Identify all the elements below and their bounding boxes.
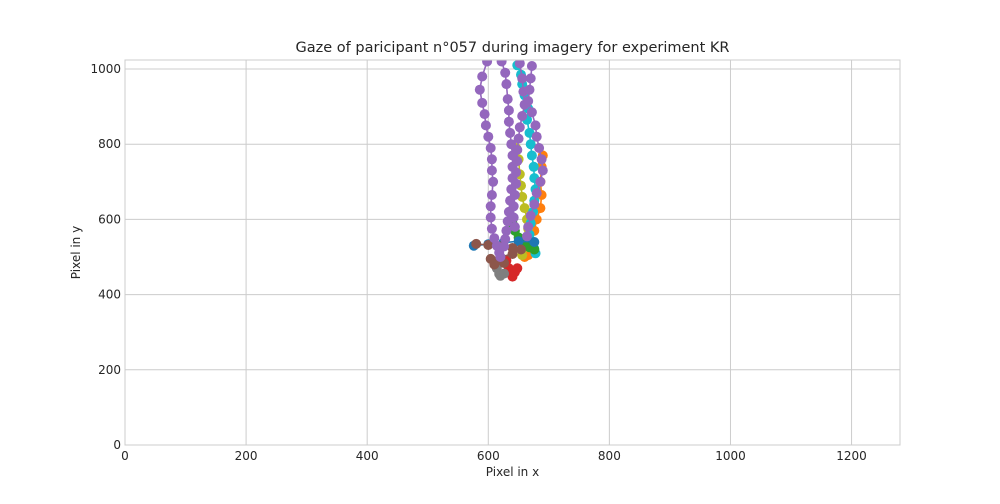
data-point xyxy=(496,60,507,67)
data-point xyxy=(501,79,512,90)
data-point xyxy=(509,221,520,232)
data-point xyxy=(528,161,539,172)
data-point xyxy=(526,150,537,161)
data-point xyxy=(488,176,499,187)
data-point xyxy=(513,133,524,144)
x-tick-label: 800 xyxy=(598,449,621,463)
data-point xyxy=(512,144,523,155)
y-tick-label: 200 xyxy=(98,363,121,377)
y-tick-label: 400 xyxy=(98,288,121,302)
data-point xyxy=(505,127,516,138)
data-point xyxy=(503,116,514,127)
data-point xyxy=(486,154,497,165)
y-tick-label: 800 xyxy=(98,137,121,151)
data-point xyxy=(509,190,520,200)
data-point xyxy=(531,131,542,142)
data-point xyxy=(513,236,524,247)
data-point xyxy=(483,131,494,142)
data-point xyxy=(508,201,519,212)
data-point xyxy=(525,73,536,84)
data-point xyxy=(482,60,493,67)
data-point xyxy=(503,105,514,116)
data-point xyxy=(486,190,497,200)
data-point xyxy=(480,120,491,131)
data-point xyxy=(526,61,537,71)
x-axis-label: Pixel in x xyxy=(486,465,539,479)
data-point xyxy=(530,120,541,131)
series-line xyxy=(526,65,544,237)
data-point xyxy=(507,249,518,259)
y-tick-label: 0 xyxy=(113,438,121,452)
data-point xyxy=(511,167,522,178)
y-tick-label: 1000 xyxy=(90,62,121,76)
data-point xyxy=(514,122,525,133)
data-point xyxy=(486,165,497,176)
series-12 xyxy=(522,61,548,242)
data-point xyxy=(519,203,530,214)
data-point xyxy=(501,225,512,236)
x-tick-label: 400 xyxy=(356,449,379,463)
data-point xyxy=(502,94,513,105)
series-11 xyxy=(508,60,530,232)
x-tick-label: 1200 xyxy=(836,449,867,463)
data-point xyxy=(529,244,540,255)
data-point xyxy=(531,188,542,199)
x-tick-label: 0 xyxy=(121,449,129,463)
data-point xyxy=(534,143,545,153)
data-point xyxy=(517,111,528,121)
data-point xyxy=(477,97,488,108)
data-point xyxy=(485,212,496,223)
y-tick-label: 600 xyxy=(98,212,121,226)
data-point xyxy=(516,244,526,255)
data-point xyxy=(512,263,523,274)
data-point xyxy=(514,60,525,69)
data-point xyxy=(479,109,490,120)
data-point xyxy=(485,201,496,212)
data-point xyxy=(471,238,482,249)
data-point xyxy=(537,165,548,176)
plot-frame xyxy=(124,59,901,446)
data-point xyxy=(474,84,485,95)
tick-labels: 0 200 400 600 800 1000 1200 0 200 400 600 800 1000 xyxy=(90,62,866,463)
data-point xyxy=(500,67,511,78)
data-point xyxy=(512,156,523,167)
x-tick-label: 200 xyxy=(235,449,258,463)
data-point xyxy=(522,231,532,242)
x-tick-label: 1000 xyxy=(715,449,746,463)
data-point xyxy=(535,176,546,187)
data-point xyxy=(525,139,536,150)
data-point xyxy=(486,223,497,234)
series-layer xyxy=(468,60,548,282)
data-point xyxy=(517,73,528,84)
x-tick-label: 600 xyxy=(477,449,500,463)
data-point xyxy=(529,237,540,247)
data-point xyxy=(526,107,537,118)
y-axis-label: Pixel in y xyxy=(69,226,83,279)
data-point xyxy=(508,212,519,223)
chart-title: Gaze of paricipant n°057 during imagery … xyxy=(296,40,730,56)
data-point xyxy=(529,199,540,210)
data-point xyxy=(495,252,506,262)
data-point xyxy=(485,143,496,153)
data-point xyxy=(525,210,536,221)
data-point xyxy=(511,178,522,189)
data-point xyxy=(489,259,500,270)
data-point xyxy=(523,96,534,106)
data-point xyxy=(499,241,509,252)
data-point xyxy=(477,71,488,82)
data-point xyxy=(536,154,547,165)
data-point xyxy=(499,268,509,279)
data-point xyxy=(524,84,535,95)
data-point xyxy=(483,240,494,250)
data-point xyxy=(523,221,534,232)
data-point xyxy=(500,234,511,244)
